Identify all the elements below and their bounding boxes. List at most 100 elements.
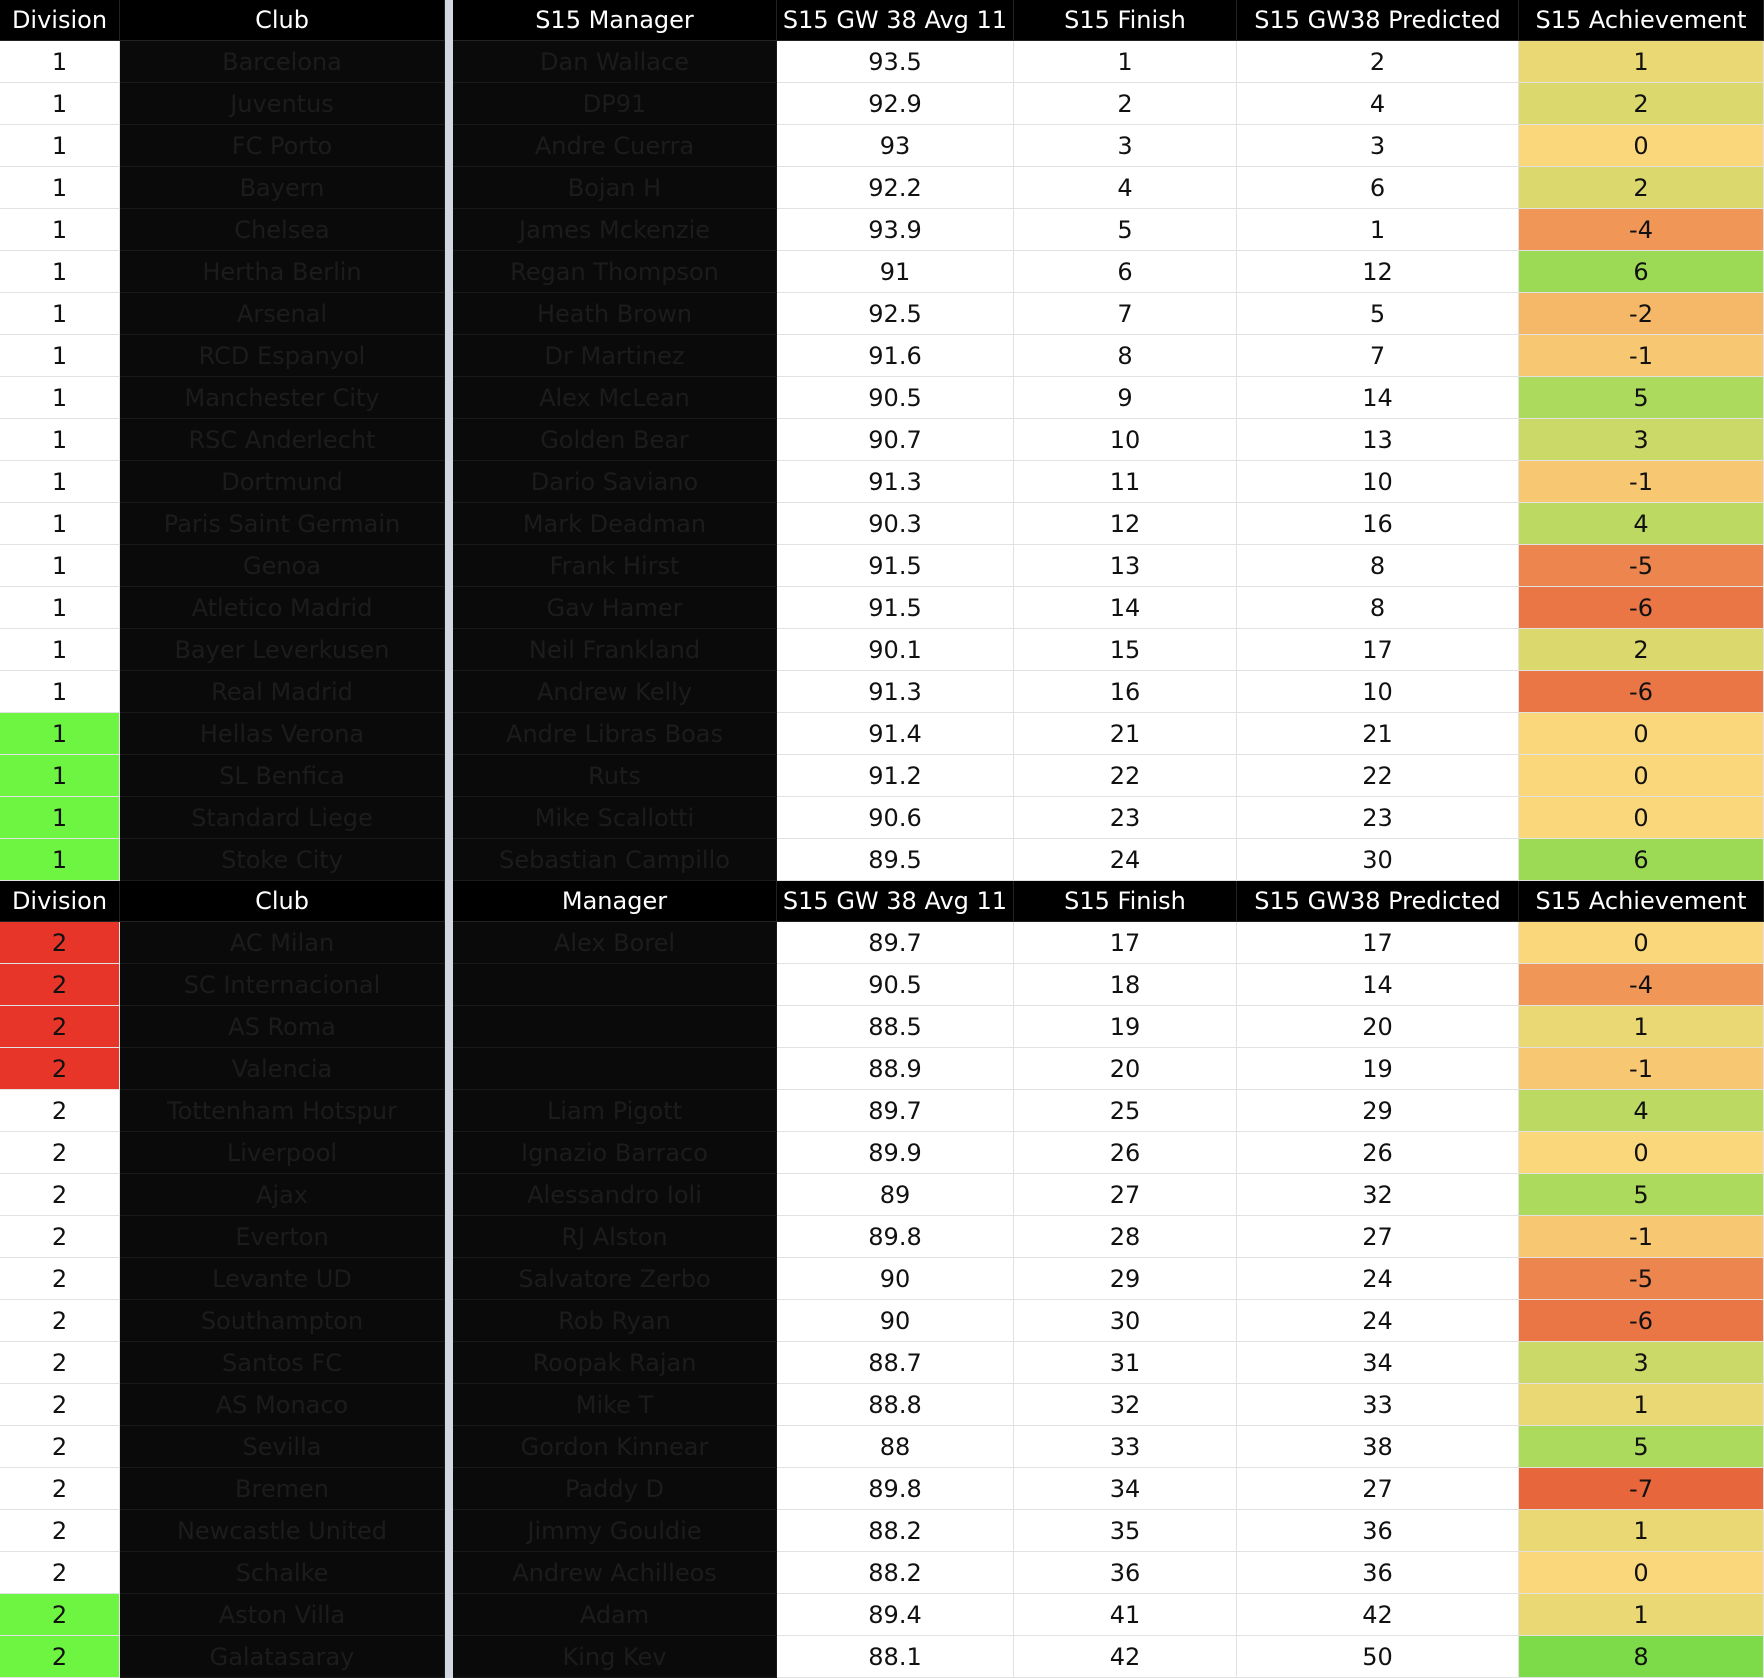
finish-cell: 29 bbox=[1014, 1258, 1237, 1300]
predicted-cell: 19 bbox=[1237, 1048, 1519, 1090]
column-header: S15 Manager bbox=[453, 0, 777, 41]
avg-cell: 89.5 bbox=[777, 839, 1014, 881]
avg-cell: 90.5 bbox=[777, 377, 1014, 419]
avg-cell: 90.1 bbox=[777, 629, 1014, 671]
avg-cell: 92.5 bbox=[777, 293, 1014, 335]
avg-cell: 91.2 bbox=[777, 755, 1014, 797]
manager-cell: Alex McLean bbox=[453, 377, 777, 419]
club-cell: SL Benfica bbox=[120, 755, 445, 797]
manager-cell: Frank Hirst bbox=[453, 545, 777, 587]
division-cell: 2 bbox=[0, 1384, 120, 1426]
division-cell: 2 bbox=[0, 1258, 120, 1300]
column-separator bbox=[445, 0, 453, 1678]
club-cell: FC Porto bbox=[120, 125, 445, 167]
finish-cell: 1 bbox=[1014, 41, 1237, 83]
predicted-cell: 16 bbox=[1237, 503, 1519, 545]
club-cell: RCD Espanyol bbox=[120, 335, 445, 377]
manager-cell: Andrew Achilleos bbox=[453, 1552, 777, 1594]
finish-cell: 31 bbox=[1014, 1342, 1237, 1384]
predicted-cell: 42 bbox=[1237, 1594, 1519, 1636]
club-cell: Sevilla bbox=[120, 1426, 445, 1468]
division-cell: 2 bbox=[0, 1132, 120, 1174]
finish-cell: 36 bbox=[1014, 1552, 1237, 1594]
club-cell: SC Internacional bbox=[120, 964, 445, 1006]
achievement-cell: -5 bbox=[1519, 545, 1764, 587]
manager-cell: Salvatore Zerbo bbox=[453, 1258, 777, 1300]
predicted-cell: 13 bbox=[1237, 419, 1519, 461]
predicted-cell: 27 bbox=[1237, 1216, 1519, 1258]
predicted-cell: 5 bbox=[1237, 293, 1519, 335]
club-cell: Tottenham Hotspur bbox=[120, 1090, 445, 1132]
achievement-cell: 1 bbox=[1519, 1006, 1764, 1048]
avg-cell: 91.3 bbox=[777, 461, 1014, 503]
avg-cell: 91.6 bbox=[777, 335, 1014, 377]
finish-cell: 33 bbox=[1014, 1426, 1237, 1468]
avg-cell: 89.9 bbox=[777, 1132, 1014, 1174]
division-cell: 1 bbox=[0, 713, 120, 755]
division-cell: 2 bbox=[0, 964, 120, 1006]
achievement-cell: -2 bbox=[1519, 293, 1764, 335]
predicted-cell: 38 bbox=[1237, 1426, 1519, 1468]
column-header: S15 GW38 Predicted bbox=[1237, 881, 1519, 922]
finish-cell: 19 bbox=[1014, 1006, 1237, 1048]
predicted-cell: 32 bbox=[1237, 1174, 1519, 1216]
predicted-cell: 30 bbox=[1237, 839, 1519, 881]
club-cell: Atletico Madrid bbox=[120, 587, 445, 629]
division-cell: 1 bbox=[0, 629, 120, 671]
predicted-cell: 8 bbox=[1237, 545, 1519, 587]
club-cell: Bayern bbox=[120, 167, 445, 209]
club-cell: Dortmund bbox=[120, 461, 445, 503]
avg-cell: 88.2 bbox=[777, 1510, 1014, 1552]
division-cell: 1 bbox=[0, 335, 120, 377]
manager-cell: Neil Frankland bbox=[453, 629, 777, 671]
manager-cell: Alessandro Ioli bbox=[453, 1174, 777, 1216]
manager-cell: Heath Brown bbox=[453, 293, 777, 335]
achievement-cell: 5 bbox=[1519, 1174, 1764, 1216]
predicted-cell: 29 bbox=[1237, 1090, 1519, 1132]
manager-cell: Bojan H bbox=[453, 167, 777, 209]
division-cell: 1 bbox=[0, 251, 120, 293]
avg-cell: 89.8 bbox=[777, 1468, 1014, 1510]
achievement-cell: 6 bbox=[1519, 839, 1764, 881]
division-cell: 1 bbox=[0, 587, 120, 629]
avg-cell: 88 bbox=[777, 1426, 1014, 1468]
division-cell: 1 bbox=[0, 209, 120, 251]
predicted-cell: 14 bbox=[1237, 964, 1519, 1006]
division-cell: 2 bbox=[0, 1174, 120, 1216]
club-cell: Standard Liege bbox=[120, 797, 445, 839]
club-cell: Genoa bbox=[120, 545, 445, 587]
achievement-cell: 0 bbox=[1519, 713, 1764, 755]
achievement-cell: -6 bbox=[1519, 587, 1764, 629]
predicted-cell: 27 bbox=[1237, 1468, 1519, 1510]
predicted-cell: 17 bbox=[1237, 629, 1519, 671]
column-header: Manager bbox=[453, 881, 777, 922]
club-cell: Arsenal bbox=[120, 293, 445, 335]
achievement-cell: 6 bbox=[1519, 251, 1764, 293]
club-cell: Everton bbox=[120, 1216, 445, 1258]
finish-cell: 8 bbox=[1014, 335, 1237, 377]
club-cell: Hellas Verona bbox=[120, 713, 445, 755]
avg-cell: 89.8 bbox=[777, 1216, 1014, 1258]
achievement-cell: 2 bbox=[1519, 167, 1764, 209]
achievement-cell: 0 bbox=[1519, 1552, 1764, 1594]
predicted-cell: 14 bbox=[1237, 377, 1519, 419]
avg-cell: 88.9 bbox=[777, 1048, 1014, 1090]
predicted-cell: 4 bbox=[1237, 83, 1519, 125]
division-cell: 2 bbox=[0, 1594, 120, 1636]
finish-cell: 42 bbox=[1014, 1636, 1237, 1678]
finish-cell: 14 bbox=[1014, 587, 1237, 629]
finish-cell: 23 bbox=[1014, 797, 1237, 839]
predicted-cell: 26 bbox=[1237, 1132, 1519, 1174]
finish-cell: 25 bbox=[1014, 1090, 1237, 1132]
manager-cell: Gav Hamer bbox=[453, 587, 777, 629]
avg-cell: 92.9 bbox=[777, 83, 1014, 125]
club-cell: Chelsea bbox=[120, 209, 445, 251]
division-cell: 1 bbox=[0, 125, 120, 167]
finish-cell: 3 bbox=[1014, 125, 1237, 167]
achievement-cell: -1 bbox=[1519, 461, 1764, 503]
finish-cell: 17 bbox=[1014, 922, 1237, 964]
finish-cell: 24 bbox=[1014, 839, 1237, 881]
manager-cell: James Mckenzie bbox=[453, 209, 777, 251]
club-cell: AS Monaco bbox=[120, 1384, 445, 1426]
finish-cell: 32 bbox=[1014, 1384, 1237, 1426]
